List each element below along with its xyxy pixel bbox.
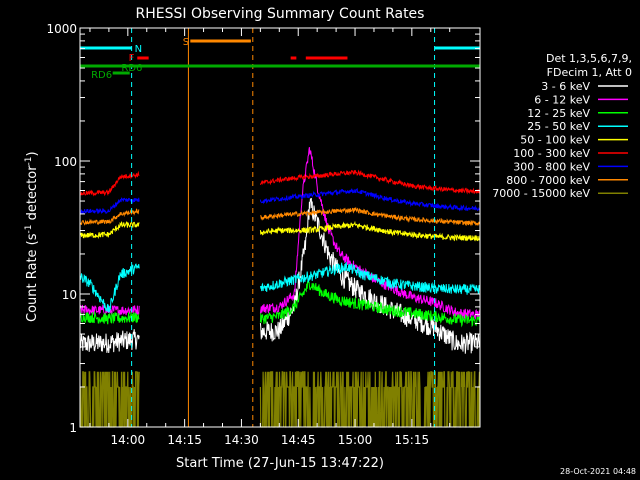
series-300-800keV-group bbox=[79, 187, 481, 215]
legend-header-line-2: FDecim 1, Att 0 bbox=[547, 66, 632, 79]
legend-label-8: 7000 - 15000 keV bbox=[492, 187, 590, 200]
x-tick-label: 14:45 bbox=[281, 433, 316, 447]
series-line-8-part-0 bbox=[80, 371, 140, 428]
x-tick-label: 14:30 bbox=[224, 433, 259, 447]
series-12-25keV-group bbox=[79, 280, 481, 328]
x-tick-label: 15:15 bbox=[395, 433, 430, 447]
series-line-5-part-1 bbox=[259, 169, 481, 195]
footer-timestamp: 28-Oct-2021 04:48 bbox=[560, 467, 636, 476]
legend-label-1: 6 - 12 keV bbox=[534, 93, 590, 106]
legend-header-line-1: Det 1,3,5,6,7,9, bbox=[546, 52, 632, 65]
legend: Det 1,3,5,6,7,9, FDecim 1, Att 0 3 - 6 k… bbox=[492, 52, 632, 200]
annotation-s-2: S bbox=[183, 37, 189, 48]
series-7000-15000keV-group bbox=[80, 371, 481, 428]
series-line-7-part-0 bbox=[79, 208, 140, 226]
series-line-2-part-1 bbox=[259, 280, 481, 328]
series-line-3-part-0 bbox=[79, 263, 140, 313]
x-tick-label: 15:00 bbox=[338, 433, 373, 447]
series-line-6-part-1 bbox=[259, 187, 481, 212]
y-tick-label: 100 bbox=[54, 155, 77, 169]
legend-label-4: 50 - 100 keV bbox=[520, 134, 590, 147]
y-axis-label-detector: detector bbox=[25, 165, 40, 225]
series-100-300keV-group bbox=[79, 169, 481, 197]
y-axis-label-main: Count Rate (s bbox=[25, 233, 40, 322]
legend-label-7: 800 - 7000 keV bbox=[506, 174, 590, 187]
legend-label-3: 25 - 50 keV bbox=[527, 120, 590, 133]
legend-label-0: 3 - 6 keV bbox=[541, 80, 590, 93]
annotation-f-1: F bbox=[129, 53, 135, 64]
series-line-8-part-1 bbox=[259, 371, 481, 428]
legend-label-2: 12 - 25 keV bbox=[527, 107, 590, 120]
series-3-6keV-group bbox=[79, 197, 481, 354]
data-layer bbox=[79, 147, 481, 428]
axis-layer: 1 10 100 1000 14:00 14:15 14:30 14:45 15:00 15:15 bbox=[46, 22, 480, 447]
series-line-6-part-0 bbox=[79, 197, 140, 215]
series-line-4-part-0 bbox=[79, 220, 140, 240]
series-25-50keV-group bbox=[79, 261, 481, 313]
y-tick-label: 1000 bbox=[46, 22, 77, 36]
series-line-0-part-1 bbox=[259, 197, 481, 354]
series-line-4-part-1 bbox=[259, 220, 481, 242]
series-line-2-part-0 bbox=[79, 310, 140, 325]
y-tick-label: 1 bbox=[69, 421, 77, 435]
annotation-rd6-3: RD6 bbox=[121, 63, 142, 74]
x-tick-label: 14:00 bbox=[111, 433, 146, 447]
y-axis-label: Count Rate (s-1 detector-1) bbox=[24, 151, 40, 322]
marker-layer: NF S RD6 RD6 bbox=[80, 28, 480, 427]
series-800-7000keV-group bbox=[79, 206, 481, 227]
legend-label-6: 300 - 800 keV bbox=[513, 160, 590, 173]
annotation-rd6-4: RD6 bbox=[91, 70, 112, 81]
series-line-3-part-1 bbox=[259, 261, 481, 295]
series-50-100keV-group bbox=[79, 220, 481, 242]
annotation-n-0: N bbox=[135, 44, 142, 55]
series-line-7-part-1 bbox=[260, 206, 481, 227]
y-axis-label-close: ) bbox=[25, 151, 40, 156]
chart-title: RHESSI Observing Summary Count Rates bbox=[136, 6, 425, 22]
series-line-1-part-0 bbox=[80, 303, 140, 316]
y-axis-label-sup2: -1 bbox=[24, 156, 34, 165]
series-line-0-part-0 bbox=[79, 329, 140, 354]
y-axis-label-sup: -1 bbox=[24, 224, 34, 233]
legend-label-5: 100 - 300 keV bbox=[513, 147, 590, 160]
y-tick-label: 10 bbox=[62, 288, 77, 302]
x-axis-label: Start Time (27-Jun-15 13:47:22) bbox=[176, 456, 384, 471]
plot-frame bbox=[79, 27, 481, 428]
series-line-5-part-0 bbox=[79, 170, 140, 197]
x-tick-label: 14:15 bbox=[167, 433, 202, 447]
